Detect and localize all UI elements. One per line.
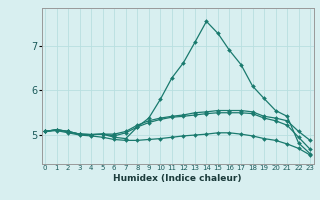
X-axis label: Humidex (Indice chaleur): Humidex (Indice chaleur) bbox=[113, 174, 242, 183]
